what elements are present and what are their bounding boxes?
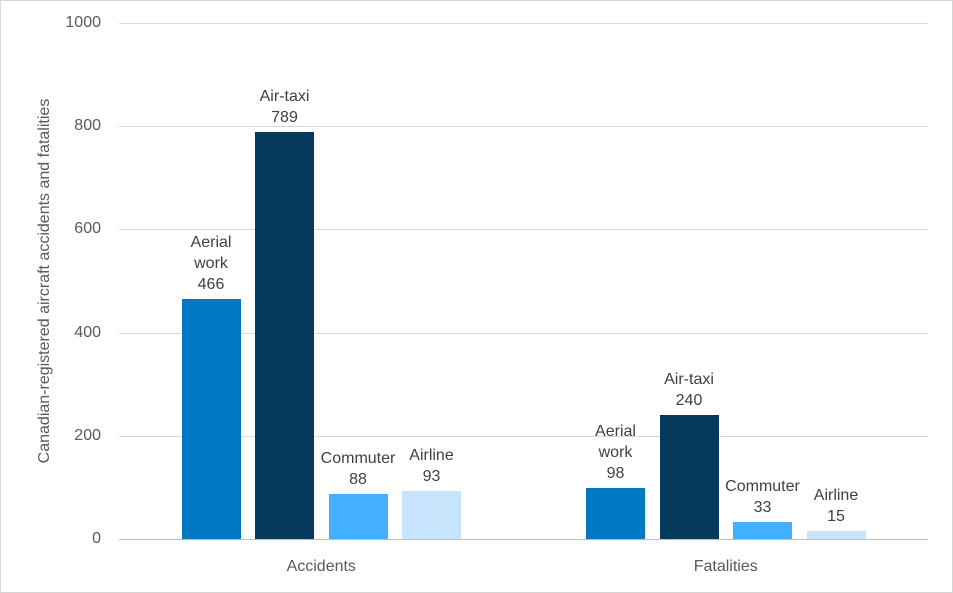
gridline-1000 [119, 23, 928, 24]
y-axis-title: Canadian-registered aircraft accidents a… [36, 98, 53, 464]
gridline-600 [119, 229, 928, 231]
bar-commuter-accidents [328, 493, 388, 539]
gridline-400 [119, 332, 928, 334]
bar-label-commuter-fatalities: Commuter 33 [725, 477, 800, 516]
bar-label-air-taxi-fatalities: Air-taxi 240 [664, 371, 714, 410]
category-label-accidents: Accidents [286, 558, 356, 575]
y-tick-label-1000: 1000 [65, 14, 101, 31]
bar-aerial-work-accidents [181, 298, 241, 539]
y-tick-label-200: 200 [74, 426, 101, 444]
bar-label-aerial-work-accidents: Aerial work 466 [190, 233, 232, 293]
bar-label-aerial-work-fatalities: Aerial work 98 [595, 423, 636, 483]
y-tick-label-400: 400 [74, 323, 101, 341]
bar-label-airline-accidents: Airline 93 [409, 447, 454, 485]
bar-aerial-work-fatalities [586, 488, 645, 539]
gridline-200 [119, 435, 928, 437]
bar-air-taxi-fatalities [659, 415, 719, 539]
y-tick-label-800: 800 [74, 117, 101, 135]
x-axis-line [119, 539, 928, 540]
bar-airline-accidents [402, 491, 461, 539]
y-tick-label-600: 600 [74, 220, 101, 238]
y-tick-label-0: 0 [92, 530, 101, 547]
bar-commuter-fatalities [733, 521, 792, 539]
bar-air-taxi-accidents [255, 131, 314, 539]
category-label-fatalities: Fatalities [693, 558, 758, 575]
gridline-800 [119, 126, 928, 128]
bar-label-airline-fatalities: Airline 15 [813, 487, 859, 526]
bar-label-air-taxi-accidents: Air-taxi 789 [259, 87, 310, 126]
bar-airline-fatalities [806, 531, 866, 539]
bar-label-commuter-accidents: Commuter 88 [320, 449, 396, 488]
